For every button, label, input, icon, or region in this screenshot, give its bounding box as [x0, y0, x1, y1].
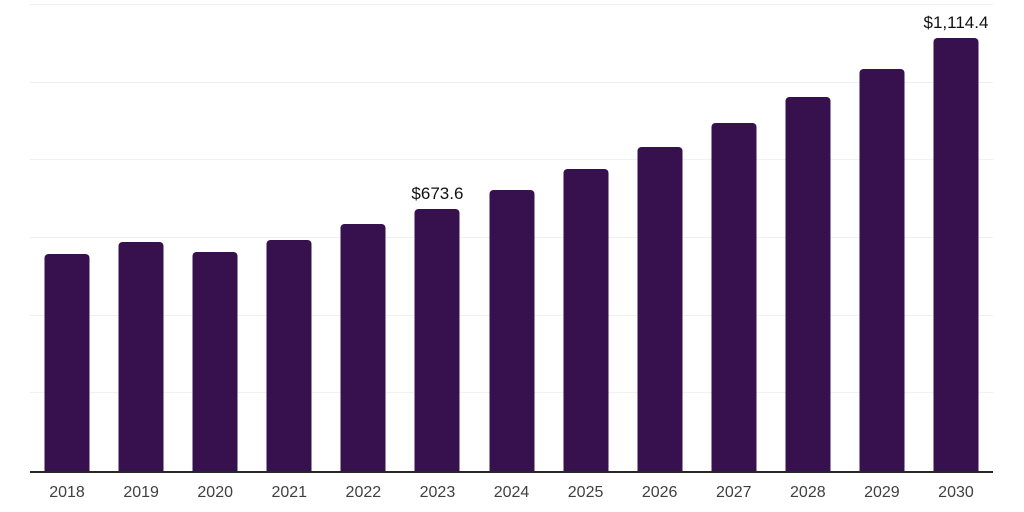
- x-tick-2027: 2027: [715, 484, 752, 501]
- gridline-800: [30, 159, 993, 161]
- x-tick-2021: 2021: [271, 484, 308, 501]
- bar-2024: [489, 189, 534, 471]
- bar-2029: [859, 68, 905, 471]
- x-tick-2026: 2026: [641, 484, 678, 501]
- x-tick-2029: 2029: [864, 484, 900, 501]
- value-label-2030: $1,114.4: [923, 13, 989, 33]
- x-tick-2018: 2018: [49, 484, 85, 501]
- bar-slot-2024: [474, 5, 548, 471]
- x-tick-2025: 2025: [567, 484, 604, 501]
- x-tick-2030: 2030: [938, 484, 974, 501]
- bar-2019: [118, 241, 164, 471]
- bar-slot-2028: [771, 5, 845, 471]
- gridline-1200: [30, 4, 993, 5]
- bar-slot-2019: [104, 5, 178, 471]
- value-label-2023: $673.6: [411, 184, 464, 204]
- bar-2018: [44, 253, 90, 471]
- bar-2021: [266, 239, 312, 471]
- bar-2028: [785, 97, 831, 471]
- bar-slot-2030: $1,114.4: [919, 5, 993, 471]
- bar-slot-2018: [30, 5, 104, 471]
- x-tick-2024: 2024: [493, 484, 530, 501]
- bar-slot-2022: [326, 5, 400, 471]
- bar-slot-2025: [549, 5, 623, 471]
- bar-2023: [414, 209, 460, 471]
- x-tick-2028: 2028: [790, 484, 826, 501]
- bar-slot-2029: [845, 5, 919, 471]
- x-axis-labels: 2018 2019 2020 2021 2022 2023 2024 2025 2026 2027…: [30, 485, 993, 501]
- gridline-1000: [30, 81, 993, 83]
- bar-2026: [637, 147, 683, 471]
- bar-2030: [933, 38, 979, 471]
- bar-slot-2027: [697, 5, 771, 471]
- bar-slot-2020: [178, 5, 252, 471]
- bar-2027: [711, 123, 757, 471]
- bar-slot-2023: $673.6: [400, 5, 474, 471]
- bar-slot-2021: [252, 5, 326, 471]
- x-tick-2020: 2020: [197, 484, 233, 501]
- bars-container: $673.6 $1,114.4: [30, 5, 993, 471]
- bar-slot-2026: [623, 5, 697, 471]
- bar-2022: [340, 223, 386, 471]
- bar-2025: [563, 169, 609, 471]
- x-tick-2023: 2023: [419, 484, 456, 501]
- plot-area: $673.6 $1,114.4: [30, 4, 993, 473]
- x-tick-2019: 2019: [123, 484, 159, 501]
- x-tick-2022: 2022: [345, 484, 382, 501]
- bar-2020: [192, 251, 238, 471]
